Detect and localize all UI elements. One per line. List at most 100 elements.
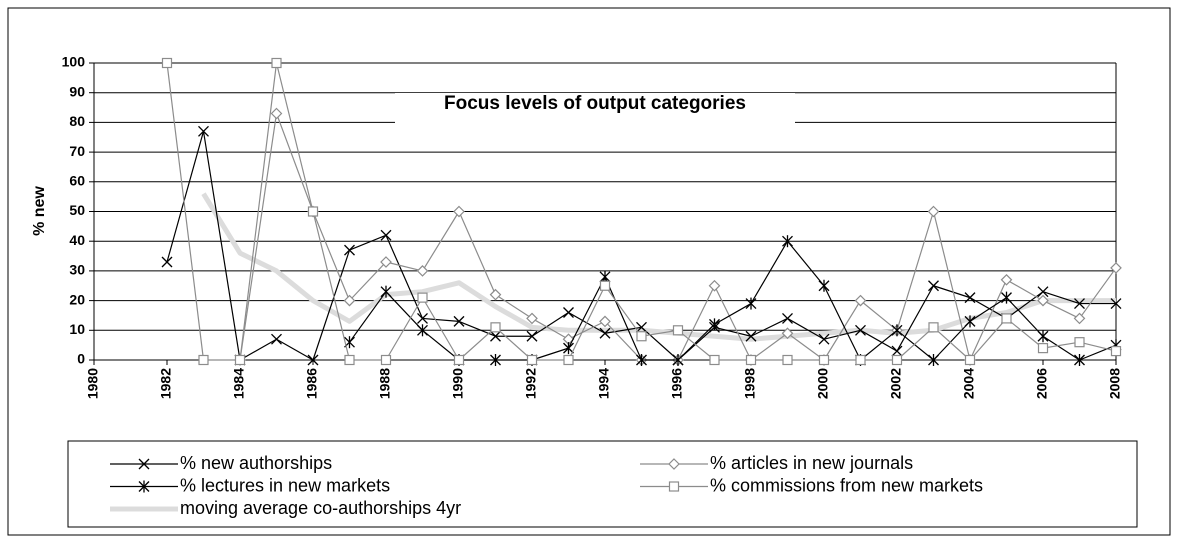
marker-shape <box>198 354 209 366</box>
y-tick-label: 20 <box>69 291 85 307</box>
marker <box>234 354 246 366</box>
marker <box>854 294 867 307</box>
marker-shape <box>854 294 867 307</box>
marker <box>1074 298 1085 310</box>
marker <box>1110 298 1122 310</box>
marker <box>1074 354 1085 366</box>
marker-stroke <box>380 229 392 241</box>
marker-shape <box>526 354 538 366</box>
marker-shape <box>490 322 501 333</box>
marker <box>964 354 976 366</box>
marker-stroke <box>745 330 757 342</box>
marker <box>709 318 720 331</box>
marker-shape <box>599 280 611 291</box>
marker <box>417 324 428 337</box>
legend-label: % articles in new journals <box>710 453 913 473</box>
marker-stroke <box>855 324 866 336</box>
y-tick-label: 40 <box>69 232 85 248</box>
marker-shape <box>818 354 830 366</box>
marker-stroke <box>526 330 538 342</box>
x-tick-label: 2008 <box>1107 368 1123 399</box>
x-tick-label: 1986 <box>304 368 320 399</box>
marker <box>161 256 173 268</box>
y-tick-label: 30 <box>69 262 85 278</box>
marker <box>668 481 680 492</box>
marker-stroke <box>1037 286 1049 298</box>
marker <box>307 206 319 217</box>
marker <box>1037 286 1049 298</box>
marker-shape <box>782 354 793 366</box>
marker <box>138 458 150 470</box>
marker <box>668 458 680 470</box>
marker-stroke <box>161 256 173 268</box>
y-tick-label: 90 <box>69 83 85 99</box>
marker <box>307 354 319 366</box>
x-tick-label: 2000 <box>815 368 831 399</box>
x-tick-label: 1988 <box>377 368 393 399</box>
marker <box>928 322 939 333</box>
x-tick-label: 1984 <box>231 368 247 399</box>
marker-shape <box>927 205 940 218</box>
marker <box>672 354 684 366</box>
marker-stroke <box>1074 298 1085 310</box>
marker <box>270 107 283 120</box>
marker <box>855 354 866 366</box>
marker <box>563 354 574 366</box>
legend-box <box>67 440 1138 528</box>
marker <box>526 354 538 366</box>
marker <box>599 280 611 291</box>
marker-shape <box>380 256 392 268</box>
marker <box>380 256 392 268</box>
marker <box>1110 345 1122 357</box>
marker <box>161 57 173 69</box>
x-tick-label: 1992 <box>523 368 539 399</box>
marker <box>453 205 465 218</box>
marker-stroke <box>490 330 501 342</box>
marker-shape <box>1000 273 1013 286</box>
marker <box>344 354 355 366</box>
marker <box>1037 294 1049 307</box>
marker-shape <box>709 354 720 366</box>
marker <box>1074 337 1085 348</box>
x-tick-label: 1994 <box>596 368 612 399</box>
marker-shape <box>672 325 684 336</box>
marker-shape <box>1110 345 1122 357</box>
marker <box>526 312 538 325</box>
marker-shape <box>1073 312 1086 325</box>
marker <box>526 330 538 342</box>
marker-stroke <box>138 458 150 470</box>
marker <box>271 333 282 345</box>
y-tick-label: 80 <box>69 113 85 129</box>
marker-stroke <box>344 244 355 256</box>
marker-shape <box>344 354 355 366</box>
marker <box>490 354 501 366</box>
marker-shape <box>636 331 647 342</box>
marker-shape <box>307 206 319 217</box>
marker <box>672 325 684 336</box>
y-tick-label: 10 <box>69 321 85 337</box>
marker <box>271 57 282 69</box>
marker-shape <box>745 354 757 366</box>
marker <box>417 292 428 303</box>
marker <box>745 330 757 342</box>
marker <box>745 297 757 310</box>
marker <box>891 345 903 357</box>
marker-stroke <box>891 345 903 357</box>
marker <box>490 322 501 333</box>
marker <box>453 354 465 366</box>
marker <box>563 342 574 355</box>
marker <box>636 331 647 342</box>
x-tick-label: 1996 <box>669 368 685 399</box>
marker-stroke <box>563 307 574 318</box>
marker <box>417 312 428 324</box>
marker <box>818 333 830 345</box>
x-tick-label: 2002 <box>888 368 904 399</box>
marker <box>198 125 209 137</box>
marker-shape <box>489 288 502 301</box>
marker <box>818 279 830 292</box>
marker <box>964 292 976 304</box>
marker <box>343 294 356 307</box>
marker-stroke <box>599 327 611 339</box>
marker-stroke <box>271 333 282 345</box>
